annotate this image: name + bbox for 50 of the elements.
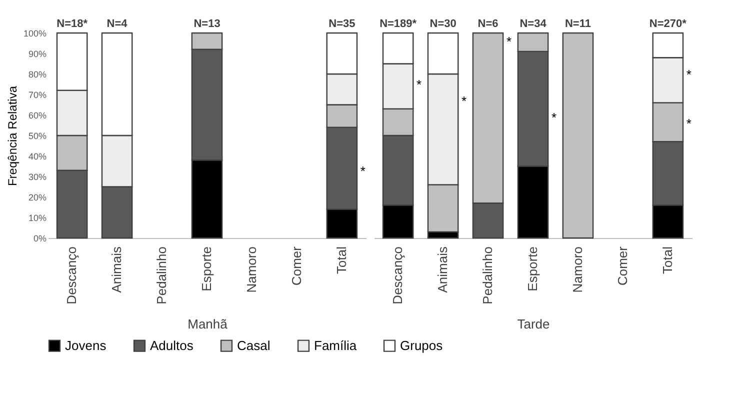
annotation: N=189* — [380, 18, 418, 30]
y-tick-label: 20% — [28, 192, 46, 202]
legend-label: Jovens — [65, 338, 107, 353]
x-tick-label: Comer — [614, 246, 630, 286]
y-tick-label: 80% — [28, 70, 46, 80]
x-tick-label: Esporte — [525, 246, 540, 292]
annotation: N=6 — [478, 18, 498, 30]
y-tick-label: 100% — [23, 28, 46, 38]
x-axis-title: Manhã — [188, 316, 228, 332]
x-tick-label: Descanço — [64, 246, 80, 304]
x-axis-title: Tarde — [517, 316, 550, 332]
x-tick-label: Esporte — [199, 246, 214, 292]
y-tick-label: 70% — [28, 90, 46, 100]
y-tick-label: 0% — [33, 234, 46, 244]
legend-label: Família — [314, 338, 358, 353]
legend-label: Casal — [237, 338, 270, 353]
annotation: * — [686, 66, 692, 82]
annotation: * — [462, 94, 467, 109]
y-tick-label: 10% — [28, 213, 46, 223]
x-tick-label: Namoro — [244, 246, 259, 293]
annotation: * — [551, 110, 557, 125]
y-tick-label: 90% — [28, 49, 46, 59]
annotation: N=30 — [430, 18, 456, 30]
x-tick-label: Descanço — [390, 246, 406, 304]
annotation: * — [686, 116, 692, 132]
y-tick-label: 40% — [28, 152, 46, 162]
annotation: * — [416, 77, 422, 92]
y-tick-label: 50% — [28, 131, 46, 141]
x-tick-label: Animais — [435, 246, 450, 293]
annotation: N=18* — [56, 18, 88, 30]
legend-label: Adultos — [150, 338, 194, 353]
annotation: N=34 — [520, 18, 548, 30]
annotation: N=13 — [194, 18, 220, 30]
annotation: N=35 — [328, 18, 356, 30]
annotation: N=4 — [106, 18, 128, 30]
y-axis-title: Freqência Relativa — [5, 86, 20, 186]
x-tick-label: Total — [334, 246, 349, 274]
annotation: * — [360, 163, 366, 178]
legend-label: Grupos — [400, 338, 444, 353]
y-tick-label: 60% — [28, 110, 46, 120]
x-tick-label: Animais — [109, 246, 124, 293]
x-tick-label: Comer — [288, 246, 304, 286]
x-tick-label: Total — [660, 246, 675, 274]
x-tick-label: Namoro — [570, 246, 585, 293]
y-tick-label: 30% — [28, 172, 46, 182]
x-tick-label: Pedalinho — [154, 246, 170, 304]
annotation: N=270* — [649, 18, 688, 30]
annotation: N=11 — [564, 18, 591, 30]
annotation: * — [506, 34, 512, 50]
x-tick-label: Pedalinho — [480, 246, 496, 304]
